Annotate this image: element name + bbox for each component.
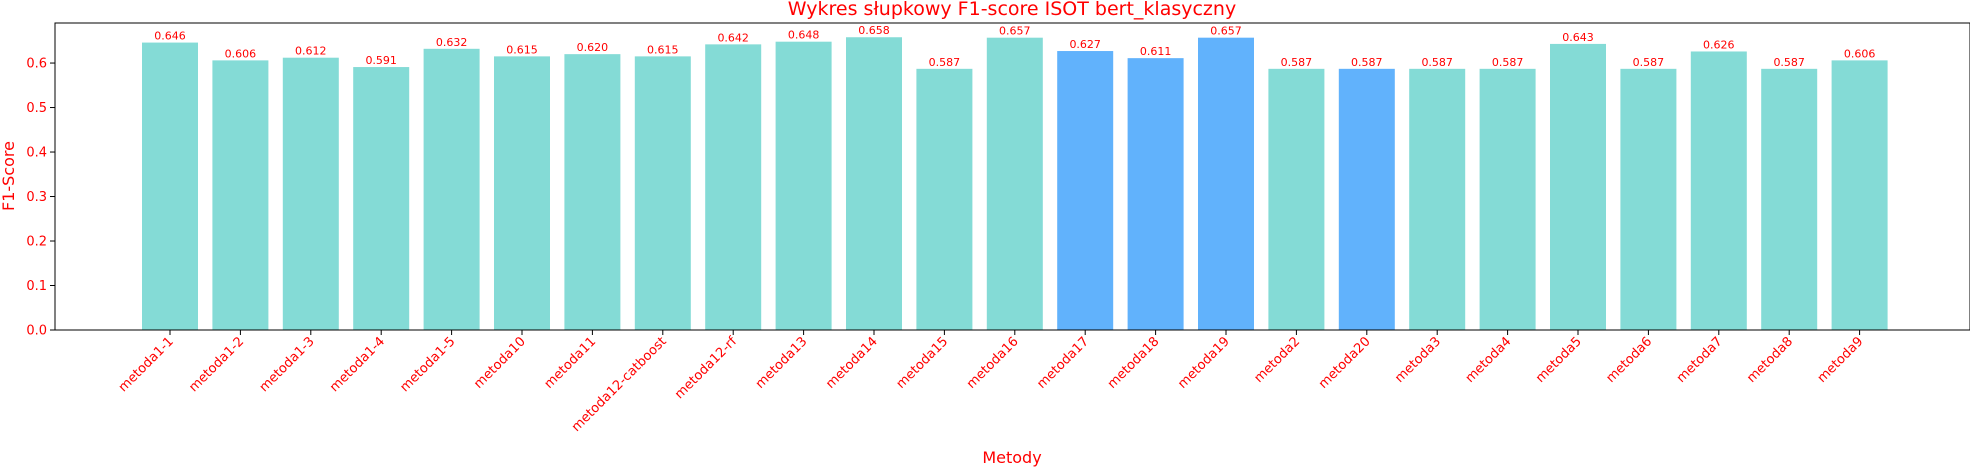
data-label-metoda1-3: 0.612 (295, 45, 327, 58)
y-tick-label: 0.6 (26, 57, 47, 72)
data-label-metoda15: 0.587 (929, 56, 961, 69)
x-tick-label-metoda18: metoda18 (1105, 334, 1163, 392)
data-label-metoda2: 0.587 (1281, 56, 1313, 69)
data-label-metoda11: 0.620 (577, 41, 609, 54)
data-label-metoda1-4: 0.591 (365, 54, 397, 67)
data-label-metoda1-5: 0.632 (436, 36, 468, 49)
bar-metoda11 (564, 54, 621, 330)
data-label-metoda19: 0.657 (1210, 25, 1242, 38)
bar-metoda1-2 (212, 60, 269, 331)
x-tick-label-metoda20: metoda20 (1316, 334, 1374, 392)
bar-metoda15 (916, 68, 973, 330)
data-label-metoda4: 0.587 (1492, 56, 1524, 69)
x-tick-label-metoda7: metoda7 (1674, 334, 1726, 386)
bar-metoda7 (1690, 51, 1747, 330)
bars (142, 37, 1888, 331)
bar-metoda4 (1479, 68, 1536, 330)
x-tick-label-metoda3: metoda3 (1392, 334, 1444, 386)
x-tick-label-metoda1-5: metoda1-5 (397, 334, 458, 395)
x-tick-label-metoda8: metoda8 (1744, 334, 1796, 386)
data-label-metoda1-2: 0.606 (225, 47, 257, 60)
bar-metoda2 (1268, 68, 1325, 330)
plot-frame (54, 22, 1970, 331)
x-tick-label-metoda15: metoda15 (894, 334, 952, 392)
bar-metoda5 (1550, 43, 1606, 331)
x-tick-label-metoda13: metoda13 (753, 334, 811, 392)
x-tick-label-metoda2: metoda2 (1251, 334, 1303, 386)
x-tick-label-metoda12-rf: metoda12-rf (672, 334, 740, 402)
bar-metoda12-rf (705, 44, 762, 331)
data-label-metoda9: 0.606 (1844, 47, 1876, 60)
data-label-metoda1-1: 0.646 (154, 30, 186, 43)
y-tick-label: 0.0 (26, 324, 47, 339)
data-label-metoda7: 0.626 (1703, 38, 1735, 51)
x-tick-label-metoda1-1: metoda1-1 (116, 334, 177, 395)
bar-metoda18 (1127, 58, 1184, 330)
x-tick-label-metoda1-3: metoda1-3 (257, 334, 318, 395)
data-label-metoda14: 0.658 (858, 24, 890, 37)
x-tick-label-metoda19: metoda19 (1175, 334, 1233, 392)
data-label-metoda12-catboost: 0.615 (647, 43, 679, 56)
data-label-metoda8: 0.587 (1773, 56, 1805, 69)
x-tick-label-metoda1-4: metoda1-4 (327, 334, 388, 395)
data-labels: 0.646 0.606 0.612 0.591 0.632 0.615 0.620 0.615… (154, 24, 1875, 69)
bar-metoda1-1 (142, 42, 198, 330)
data-label-metoda17: 0.627 (1069, 38, 1101, 51)
data-label-metoda6: 0.587 (1633, 56, 1665, 69)
y-tick-label: 0.1 (26, 279, 47, 294)
y-axis-title: F1-Score (0, 141, 18, 211)
bar-metoda9 (1831, 60, 1888, 331)
bar-metoda19 (1198, 37, 1254, 330)
data-label-metoda18: 0.611 (1140, 45, 1172, 58)
y-tick-label: 0.3 (26, 190, 47, 205)
bar-metoda20 (1338, 68, 1395, 330)
x-axis: metoda1-1 metoda1-2 metoda1-3 metoda1-4 meto… (116, 330, 1867, 435)
data-label-metoda13: 0.648 (788, 29, 820, 42)
x-tick-label-metoda6: metoda6 (1603, 334, 1655, 386)
bar-metoda16 (986, 37, 1043, 330)
y-tick-label: 0.4 (26, 146, 47, 161)
bar-metoda6 (1620, 68, 1677, 330)
y-tick-label: 0.2 (26, 235, 47, 250)
bar-metoda8 (1761, 68, 1818, 330)
data-label-metoda3: 0.587 (1421, 56, 1453, 69)
bar-metoda14 (846, 37, 902, 331)
x-tick-label-metoda16: metoda16 (964, 334, 1022, 392)
data-label-metoda16: 0.657 (999, 25, 1031, 38)
x-tick-label-metoda10: metoda10 (471, 334, 529, 392)
bar-metoda1-5 (423, 48, 480, 331)
bar-metoda13 (775, 41, 832, 331)
y-tick-label: 0.5 (26, 101, 47, 116)
x-tick-label-metoda11: metoda11 (542, 334, 600, 392)
x-tick-label-metoda17: metoda17 (1034, 334, 1092, 392)
data-label-metoda20: 0.587 (1351, 56, 1383, 69)
bar-metoda1-4 (353, 67, 410, 331)
data-label-metoda10: 0.615 (506, 43, 538, 56)
bar-metoda3 (1409, 68, 1466, 330)
data-label-metoda5: 0.643 (1562, 31, 1594, 44)
data-label-metoda12-rf: 0.642 (717, 31, 749, 44)
bar-metoda12-catboost (634, 56, 691, 330)
y-axis: 0.0 0.1 0.2 0.3 0.4 0.5 0.6 (26, 57, 55, 339)
x-tick-label-metoda9: metoda9 (1815, 334, 1867, 386)
bar-metoda17 (1057, 51, 1114, 331)
bar-metoda10 (494, 56, 550, 330)
bar-metoda1-3 (282, 57, 339, 331)
x-tick-label-metoda14: metoda14 (823, 334, 881, 392)
x-tick-label-metoda4: metoda4 (1463, 334, 1515, 386)
chart-title: Wykres słupkowy F1-score ISOT bert_klasy… (788, 0, 1236, 20)
x-axis-title: Metody (982, 448, 1041, 467)
x-tick-label-metoda5: metoda5 (1533, 334, 1585, 386)
x-tick-label-metoda1-2: metoda1-2 (186, 334, 247, 395)
